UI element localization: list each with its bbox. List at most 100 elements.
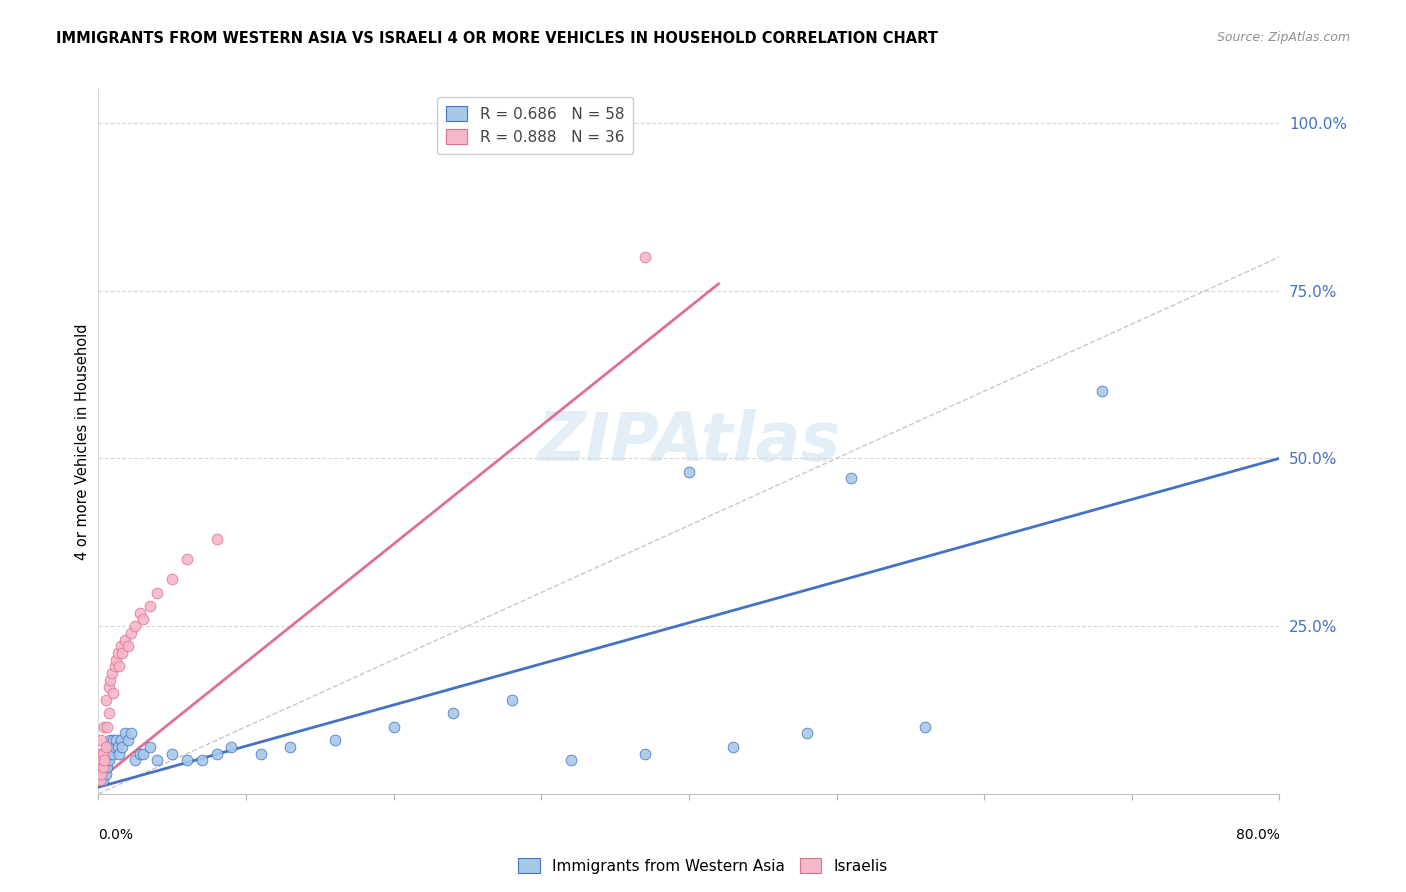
Point (219, 739, 242, 754)
Point (91, 760, 114, 774)
Point (110, 639, 132, 653)
Point (128, 747, 150, 761)
Point (146, 753, 169, 767)
Point (89, 760, 111, 774)
Point (191, 753, 214, 767)
Point (1091, 384, 1114, 399)
Point (108, 747, 131, 761)
Point (107, 646, 129, 660)
Text: 0.0%: 0.0% (98, 828, 134, 842)
Point (90, 753, 112, 767)
Point (723, 739, 745, 754)
Point (94, 766, 117, 780)
Point (108, 659, 131, 673)
Point (124, 619, 146, 633)
Point (93, 753, 115, 767)
Point (117, 733, 139, 747)
Point (633, 250, 655, 264)
Point (104, 739, 127, 754)
Text: IMMIGRANTS FROM WESTERN ASIA VS ISRAELI 4 OR MORE VEHICLES IN HOUSEHOLD CORRELAT: IMMIGRANTS FROM WESTERN ASIA VS ISRAELI … (56, 31, 938, 46)
Point (91, 760, 114, 774)
Point (114, 726, 136, 740)
Point (103, 747, 125, 761)
Point (100, 666, 122, 681)
Text: Source: ZipAtlas.com: Source: ZipAtlas.com (1216, 31, 1350, 45)
Legend: Immigrants from Western Asia, Israelis: Immigrants from Western Asia, Israelis (512, 852, 894, 880)
Point (97, 739, 120, 754)
Point (89, 773, 111, 788)
Point (89, 773, 111, 788)
Point (278, 739, 302, 754)
Point (93, 753, 115, 767)
Point (98, 733, 121, 747)
Point (111, 739, 134, 754)
Point (176, 552, 198, 566)
Point (250, 747, 273, 761)
Point (139, 599, 162, 613)
Point (90, 766, 112, 780)
Point (97, 706, 120, 721)
Point (796, 726, 818, 740)
Point (90, 773, 112, 788)
Point (98, 673, 121, 687)
Point (146, 585, 169, 599)
Point (94, 760, 117, 774)
Point (89, 766, 111, 780)
Point (103, 733, 125, 747)
Point (114, 632, 136, 647)
Point (117, 639, 139, 653)
Point (111, 646, 134, 660)
Point (139, 739, 162, 754)
Point (91, 747, 114, 761)
Point (132, 612, 155, 626)
Point (96, 720, 118, 734)
Text: ZIPAtlas: ZIPAtlas (537, 409, 841, 475)
Point (678, 465, 700, 479)
Point (176, 753, 198, 767)
Point (104, 659, 127, 673)
Point (120, 726, 142, 740)
Point (93, 766, 115, 780)
Point (105, 653, 128, 667)
Point (91, 753, 114, 767)
Point (94, 739, 117, 754)
Point (382, 720, 405, 734)
Point (105, 733, 128, 747)
Point (100, 739, 122, 754)
Point (501, 693, 523, 707)
Point (97, 753, 120, 767)
Point (103, 686, 125, 700)
Point (94, 747, 117, 761)
Point (110, 733, 132, 747)
Point (91, 766, 114, 780)
Point (93, 760, 115, 774)
Point (96, 753, 118, 767)
Point (205, 747, 228, 761)
Point (96, 760, 118, 774)
Point (633, 747, 655, 761)
Point (205, 532, 228, 546)
Point (162, 747, 183, 761)
Point (120, 625, 142, 640)
Point (107, 739, 129, 754)
Point (441, 706, 464, 721)
Point (124, 753, 146, 767)
Point (128, 606, 150, 620)
Point (560, 753, 582, 767)
Point (90, 733, 112, 747)
Point (162, 572, 183, 586)
Point (914, 720, 936, 734)
Point (89, 747, 111, 761)
Y-axis label: 4 or more Vehicles in Household: 4 or more Vehicles in Household (75, 323, 90, 560)
Point (841, 471, 863, 485)
Point (94, 693, 117, 707)
Text: 80.0%: 80.0% (1236, 828, 1279, 842)
Point (132, 747, 155, 761)
Point (90, 766, 112, 780)
Point (89, 760, 111, 774)
Point (323, 733, 346, 747)
Point (91, 773, 114, 788)
Point (90, 753, 112, 767)
Point (93, 720, 115, 734)
Legend: R = 0.686   N = 58, R = 0.888   N = 36: R = 0.686 N = 58, R = 0.888 N = 36 (437, 97, 633, 153)
